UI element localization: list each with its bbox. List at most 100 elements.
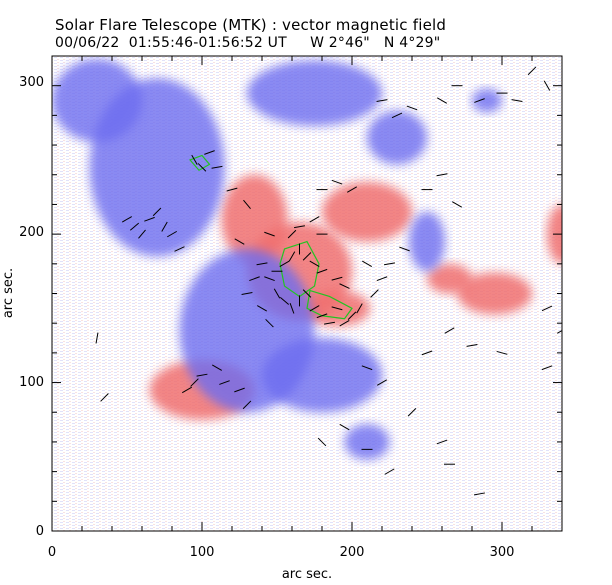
field-vector — [293, 225, 306, 229]
negative-polarity-region — [409, 211, 445, 272]
field-vector — [436, 97, 448, 104]
field-vector — [541, 305, 553, 312]
field-vector — [256, 305, 268, 312]
field-vector — [95, 332, 99, 344]
field-vector — [211, 165, 223, 169]
field-vector — [309, 260, 320, 267]
field-vector — [100, 393, 109, 402]
field-vector — [316, 313, 328, 319]
field-vector — [174, 246, 185, 252]
field-vector — [331, 306, 343, 311]
field-vector — [234, 387, 245, 393]
field-vector — [309, 216, 320, 223]
field-vector — [234, 238, 245, 245]
x-axis-title: arc sec. — [282, 567, 332, 582]
positive-polarity-region — [322, 182, 412, 242]
negative-polarity-region — [262, 338, 382, 413]
field-vector — [302, 252, 312, 261]
positive-polarity-region — [457, 272, 532, 315]
y-tick-label: 300 — [19, 75, 44, 90]
field-vector — [273, 288, 281, 299]
field-vector — [219, 380, 230, 385]
field-vector — [376, 99, 388, 102]
field-vector — [317, 437, 327, 447]
field-vector — [302, 289, 312, 298]
field-vector — [444, 327, 455, 334]
field-vector — [376, 379, 388, 386]
field-vector — [288, 251, 296, 262]
field-vector — [197, 163, 207, 172]
field-vector — [406, 105, 418, 111]
field-vector — [196, 373, 208, 377]
field-vector — [264, 276, 275, 282]
field-vector — [279, 297, 290, 305]
polarity-regions — [52, 58, 562, 460]
field-vector — [541, 365, 553, 371]
field-vector — [527, 66, 537, 76]
positive-polarity-region — [221, 174, 288, 264]
field-vector — [144, 216, 155, 222]
field-vector — [407, 408, 417, 417]
field-vector — [249, 276, 260, 282]
field-vector — [474, 98, 485, 103]
field-vector — [346, 186, 358, 193]
field-vector — [556, 330, 562, 334]
field-vector — [243, 199, 251, 209]
field-vector — [191, 154, 198, 165]
field-vector — [383, 262, 396, 266]
field-vector — [181, 386, 193, 394]
negative-polarity-region — [367, 110, 427, 165]
field-vector — [399, 246, 410, 252]
field-vector — [242, 400, 252, 410]
field-vector — [543, 80, 551, 91]
field-vector — [361, 260, 373, 267]
field-vector — [166, 230, 178, 238]
field-vector — [347, 311, 357, 321]
field-vector — [436, 173, 448, 177]
field-vector — [204, 150, 215, 155]
y-axis-title: arc sec. — [1, 268, 16, 318]
negative-polarity-region — [52, 58, 142, 143]
field-vector — [339, 320, 350, 327]
field-vector — [190, 378, 199, 387]
field-vector — [361, 365, 373, 371]
field-vector — [241, 292, 253, 295]
y-tick-label: 100 — [19, 375, 44, 390]
field-vector — [152, 207, 162, 217]
transverse-field-vectors — [95, 66, 562, 496]
contour-line — [279, 240, 320, 298]
field-vector — [316, 268, 328, 274]
field-vector — [370, 289, 379, 298]
field-vector — [279, 260, 290, 267]
field-vector — [226, 187, 238, 192]
field-vector — [436, 439, 448, 445]
negative-polarity-region — [472, 88, 502, 113]
field-vector — [264, 231, 275, 237]
field-vector — [161, 221, 168, 232]
field-vector — [331, 276, 343, 281]
y-tick-label: 0 — [36, 524, 44, 539]
field-vector — [265, 318, 274, 328]
axis-ticks — [51, 55, 563, 532]
x-tick-label: 0 — [48, 545, 56, 560]
contour-lines — [188, 154, 353, 320]
field-vector — [287, 229, 297, 239]
chart-title: Solar Flare Telescope (MTK) : vector mag… — [55, 16, 447, 34]
field-vector — [339, 283, 350, 289]
field-vector — [451, 201, 463, 208]
field-vector — [309, 305, 320, 312]
field-vector — [376, 276, 388, 282]
field-vector — [211, 364, 223, 371]
field-vector — [129, 222, 140, 231]
contour-line — [188, 154, 211, 172]
x-tick-label: 300 — [490, 545, 515, 560]
field-vector — [473, 492, 486, 496]
x-tick-label: 200 — [340, 545, 365, 560]
field-vector — [466, 344, 478, 347]
field-vector — [391, 112, 403, 119]
negative-polarity-region — [247, 60, 382, 126]
negative-polarity-region — [344, 424, 390, 460]
contour-line — [306, 289, 353, 320]
field-vector — [339, 423, 350, 431]
